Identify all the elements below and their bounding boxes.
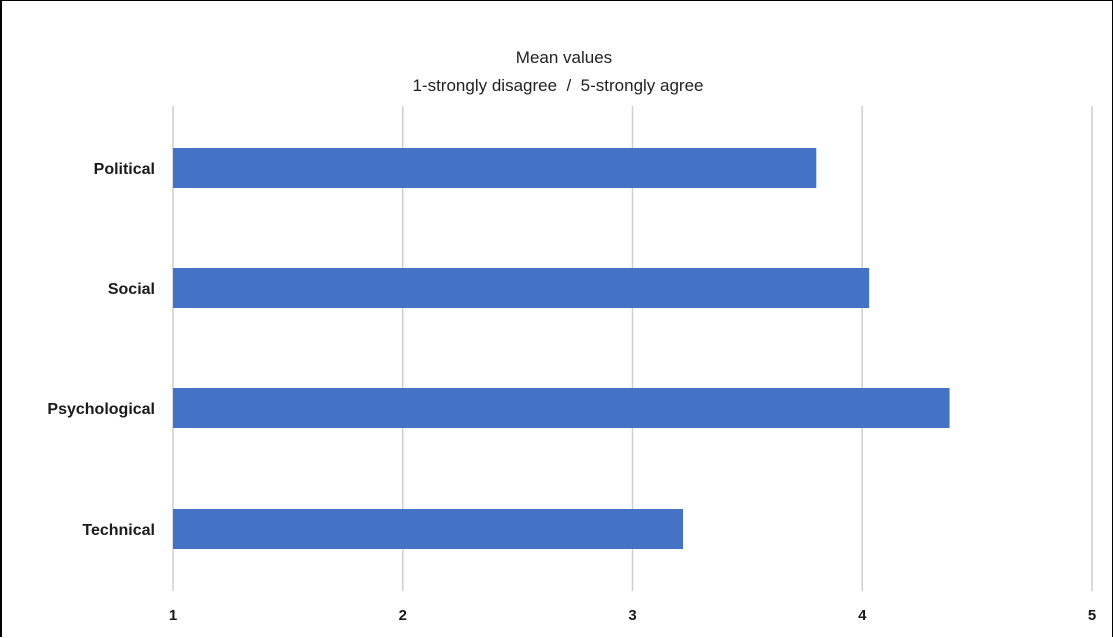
category-label-political: Political: [94, 161, 155, 178]
bar-social: [173, 268, 870, 308]
bar-political: [173, 148, 817, 188]
x-axis-tick-labels: 1 2 3 4 5: [169, 607, 1096, 624]
category-label-social: Social: [108, 281, 155, 298]
bar-technical: [173, 509, 684, 549]
x-tick-label-3: 3: [628, 607, 636, 624]
x-tick-label-1: 1: [169, 607, 177, 624]
x-tick-label-5: 5: [1088, 607, 1096, 624]
category-label-psychological: Psychological: [47, 401, 155, 418]
chart-subtitle: 1-strongly disagree / 5-strongly agree: [412, 76, 703, 95]
category-labels: Political Social Psychological Technical: [47, 161, 155, 539]
bar-psychological: [173, 388, 950, 428]
chart-title: Mean values: [516, 48, 612, 67]
x-tick-label-2: 2: [399, 607, 407, 624]
bars: [173, 148, 950, 549]
x-tick-label-4: 4: [858, 607, 867, 624]
category-label-technical: Technical: [82, 522, 155, 539]
